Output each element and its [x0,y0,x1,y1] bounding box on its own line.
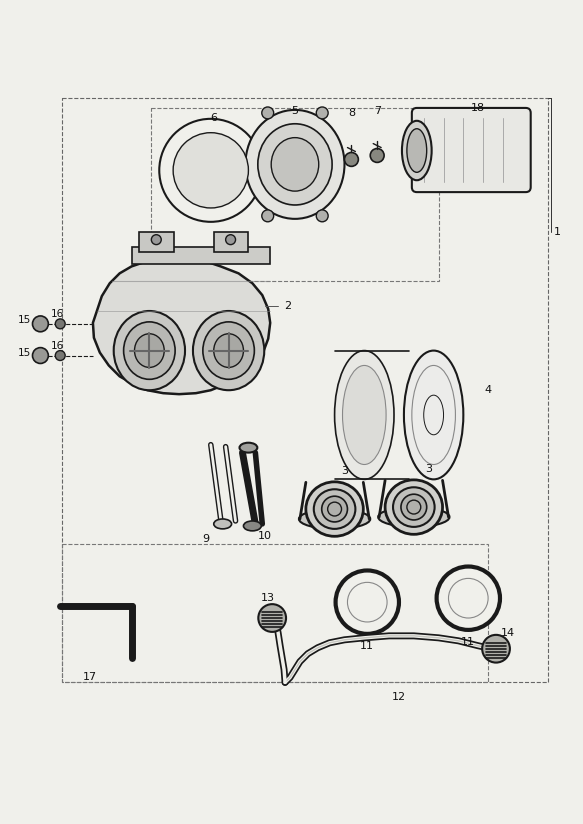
Circle shape [33,348,48,363]
Ellipse shape [378,507,449,527]
Ellipse shape [271,138,319,191]
Ellipse shape [335,350,394,480]
Ellipse shape [193,311,264,391]
Ellipse shape [244,521,261,531]
Circle shape [345,152,359,166]
Text: 6: 6 [210,113,217,123]
Ellipse shape [114,311,185,391]
Text: 13: 13 [261,593,275,603]
Circle shape [173,133,248,208]
Circle shape [33,316,48,332]
FancyBboxPatch shape [139,232,174,251]
Ellipse shape [258,124,332,205]
Circle shape [55,319,65,329]
Ellipse shape [306,482,363,536]
Ellipse shape [314,489,356,529]
FancyBboxPatch shape [412,108,531,192]
FancyBboxPatch shape [214,232,248,251]
Text: 12: 12 [392,692,406,702]
Ellipse shape [404,350,463,480]
Circle shape [262,107,273,119]
Ellipse shape [135,334,164,368]
Text: 17: 17 [83,672,97,682]
Ellipse shape [402,121,431,180]
Bar [62,544,488,682]
Text: 14: 14 [501,628,515,638]
Ellipse shape [393,487,434,527]
Circle shape [262,210,273,222]
Ellipse shape [299,509,370,529]
Ellipse shape [385,480,442,534]
Polygon shape [93,259,270,394]
Ellipse shape [342,366,386,465]
Circle shape [152,235,161,245]
Circle shape [316,210,328,222]
Bar [132,246,270,265]
Ellipse shape [214,334,244,368]
Text: 15: 15 [18,315,31,325]
Circle shape [55,350,65,360]
Text: 11: 11 [360,641,374,651]
Text: 5: 5 [292,106,298,116]
Text: 1: 1 [554,227,561,236]
Ellipse shape [322,496,347,522]
Text: 15: 15 [18,348,31,358]
Text: 16: 16 [51,309,64,319]
Ellipse shape [240,442,257,452]
Text: 2: 2 [285,301,292,311]
Text: 3: 3 [341,466,348,476]
Ellipse shape [407,129,427,172]
Circle shape [159,119,262,222]
Text: 16: 16 [51,340,64,351]
Ellipse shape [245,110,345,219]
Bar [62,98,547,682]
Text: 7: 7 [374,106,381,116]
Ellipse shape [203,322,254,379]
Ellipse shape [214,519,231,529]
Circle shape [226,235,236,245]
Text: 9: 9 [202,534,209,544]
Ellipse shape [124,322,175,379]
Text: 8: 8 [348,108,355,118]
Circle shape [258,604,286,632]
Ellipse shape [401,494,427,520]
Bar [152,108,438,281]
Text: 3: 3 [425,465,432,475]
Circle shape [370,148,384,162]
Text: 18: 18 [471,103,485,113]
Circle shape [336,570,399,634]
Circle shape [316,107,328,119]
Text: 11: 11 [461,637,475,647]
Circle shape [482,634,510,662]
Text: 10: 10 [258,531,272,541]
Text: 4: 4 [484,385,491,396]
Circle shape [437,567,500,630]
